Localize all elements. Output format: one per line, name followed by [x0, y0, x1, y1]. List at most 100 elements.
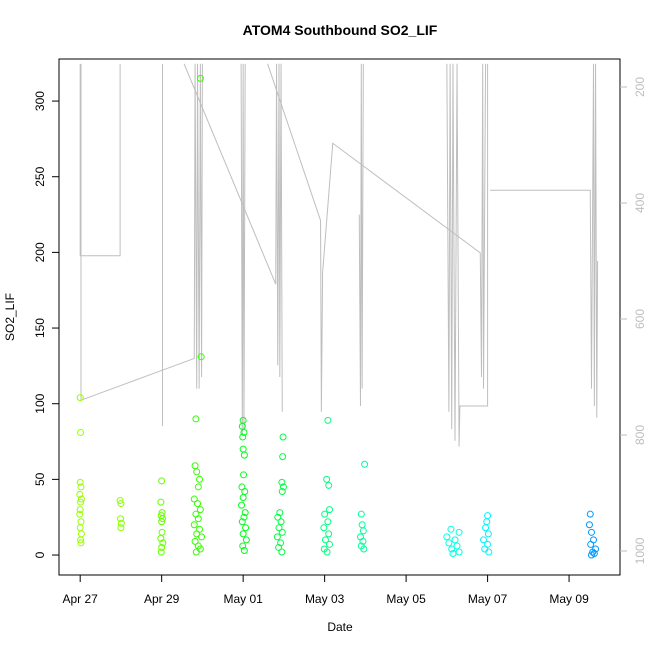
line-layer [79, 63, 599, 447]
point [76, 490, 84, 498]
point [192, 415, 200, 423]
point [453, 542, 461, 550]
point [238, 501, 246, 509]
point [77, 539, 85, 547]
point [279, 483, 287, 491]
point [323, 475, 331, 483]
point [324, 416, 332, 424]
point [76, 394, 84, 402]
point [240, 513, 248, 521]
point [449, 550, 457, 558]
point [485, 548, 493, 556]
point [326, 506, 334, 514]
point [447, 525, 455, 533]
point [116, 497, 124, 505]
x-axis-label: Date [327, 620, 353, 634]
point [240, 546, 248, 554]
point [239, 433, 247, 441]
point [277, 539, 285, 547]
point [278, 528, 286, 536]
point [482, 524, 490, 532]
point [325, 481, 333, 489]
y-tick-label: 200 [33, 242, 47, 262]
pressure-line [80, 63, 203, 401]
point [117, 524, 125, 532]
point [194, 500, 202, 508]
point [480, 536, 488, 544]
point [448, 545, 456, 553]
point [239, 542, 247, 550]
point [239, 530, 247, 538]
point [587, 528, 595, 536]
point [278, 548, 286, 556]
y-tick-label: 250 [33, 166, 47, 186]
point [587, 551, 595, 559]
point [361, 460, 369, 468]
point [321, 536, 329, 544]
y-axis-label: SO2_LIF [3, 293, 17, 341]
point [157, 548, 165, 556]
chart-title: ATOM4 Southbound SO2_LIF [243, 22, 438, 38]
point [324, 518, 332, 526]
x-tick-label: May 01 [223, 592, 263, 606]
point [197, 353, 205, 361]
pressure-line [79, 63, 121, 257]
point [239, 494, 247, 502]
point [326, 540, 334, 548]
point [158, 518, 166, 526]
y-tick-label: 100 [33, 393, 47, 413]
x-tick-label: Apr 27 [63, 592, 99, 606]
point [586, 510, 594, 518]
point [325, 530, 333, 538]
point [196, 506, 204, 514]
y-tick-label: 300 [33, 91, 47, 111]
pressure-line [358, 63, 364, 407]
plot-frame [58, 58, 621, 576]
y-tick-label: 0 [33, 551, 47, 558]
point [193, 468, 201, 476]
point [193, 530, 201, 538]
point [320, 524, 328, 532]
point [359, 527, 367, 535]
point [76, 510, 84, 518]
point [274, 513, 282, 521]
point [589, 548, 597, 556]
point [275, 543, 283, 551]
point [278, 478, 286, 486]
point [242, 524, 250, 532]
point [158, 515, 166, 523]
point [77, 498, 85, 506]
x-tick-label: May 07 [468, 592, 508, 606]
point [117, 519, 125, 527]
pressure-line [240, 63, 246, 435]
point [443, 533, 451, 541]
point [240, 428, 248, 436]
point [190, 521, 198, 529]
y2-tick-label: 1000 [633, 537, 647, 564]
point-layer [76, 74, 600, 559]
point [359, 537, 367, 545]
y2-tick-label: 600 [633, 309, 647, 329]
point [360, 545, 368, 553]
point [194, 483, 202, 491]
point [77, 495, 85, 503]
point [585, 521, 593, 529]
x-tick-label: Apr 29 [144, 592, 180, 606]
x-tick-label: May 05 [386, 592, 426, 606]
y2-tick-label: 200 [633, 77, 647, 97]
point [484, 530, 492, 538]
point [76, 506, 84, 514]
point [445, 539, 453, 547]
point [451, 536, 459, 544]
point [77, 483, 85, 491]
point [196, 74, 204, 82]
y-tick-label: 50 [33, 472, 47, 486]
point [117, 500, 125, 508]
point [117, 515, 125, 523]
y-tick-label: 150 [33, 318, 47, 338]
point [157, 498, 165, 506]
point [198, 533, 206, 541]
point [242, 536, 250, 544]
point [455, 528, 463, 536]
